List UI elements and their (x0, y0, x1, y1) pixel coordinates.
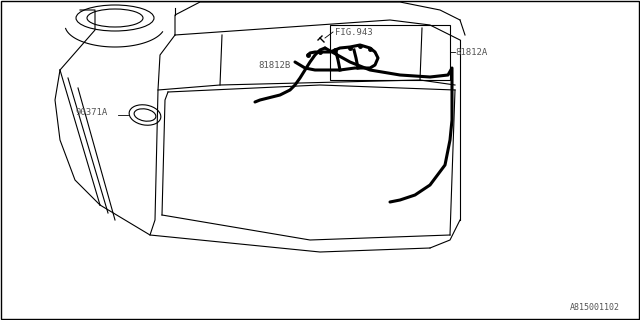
Text: 90371A: 90371A (75, 108, 108, 116)
Text: FIG.943: FIG.943 (335, 28, 372, 36)
Text: 81812A: 81812A (455, 47, 487, 57)
Text: A815001102: A815001102 (570, 303, 620, 312)
Text: 81812B: 81812B (258, 60, 291, 69)
